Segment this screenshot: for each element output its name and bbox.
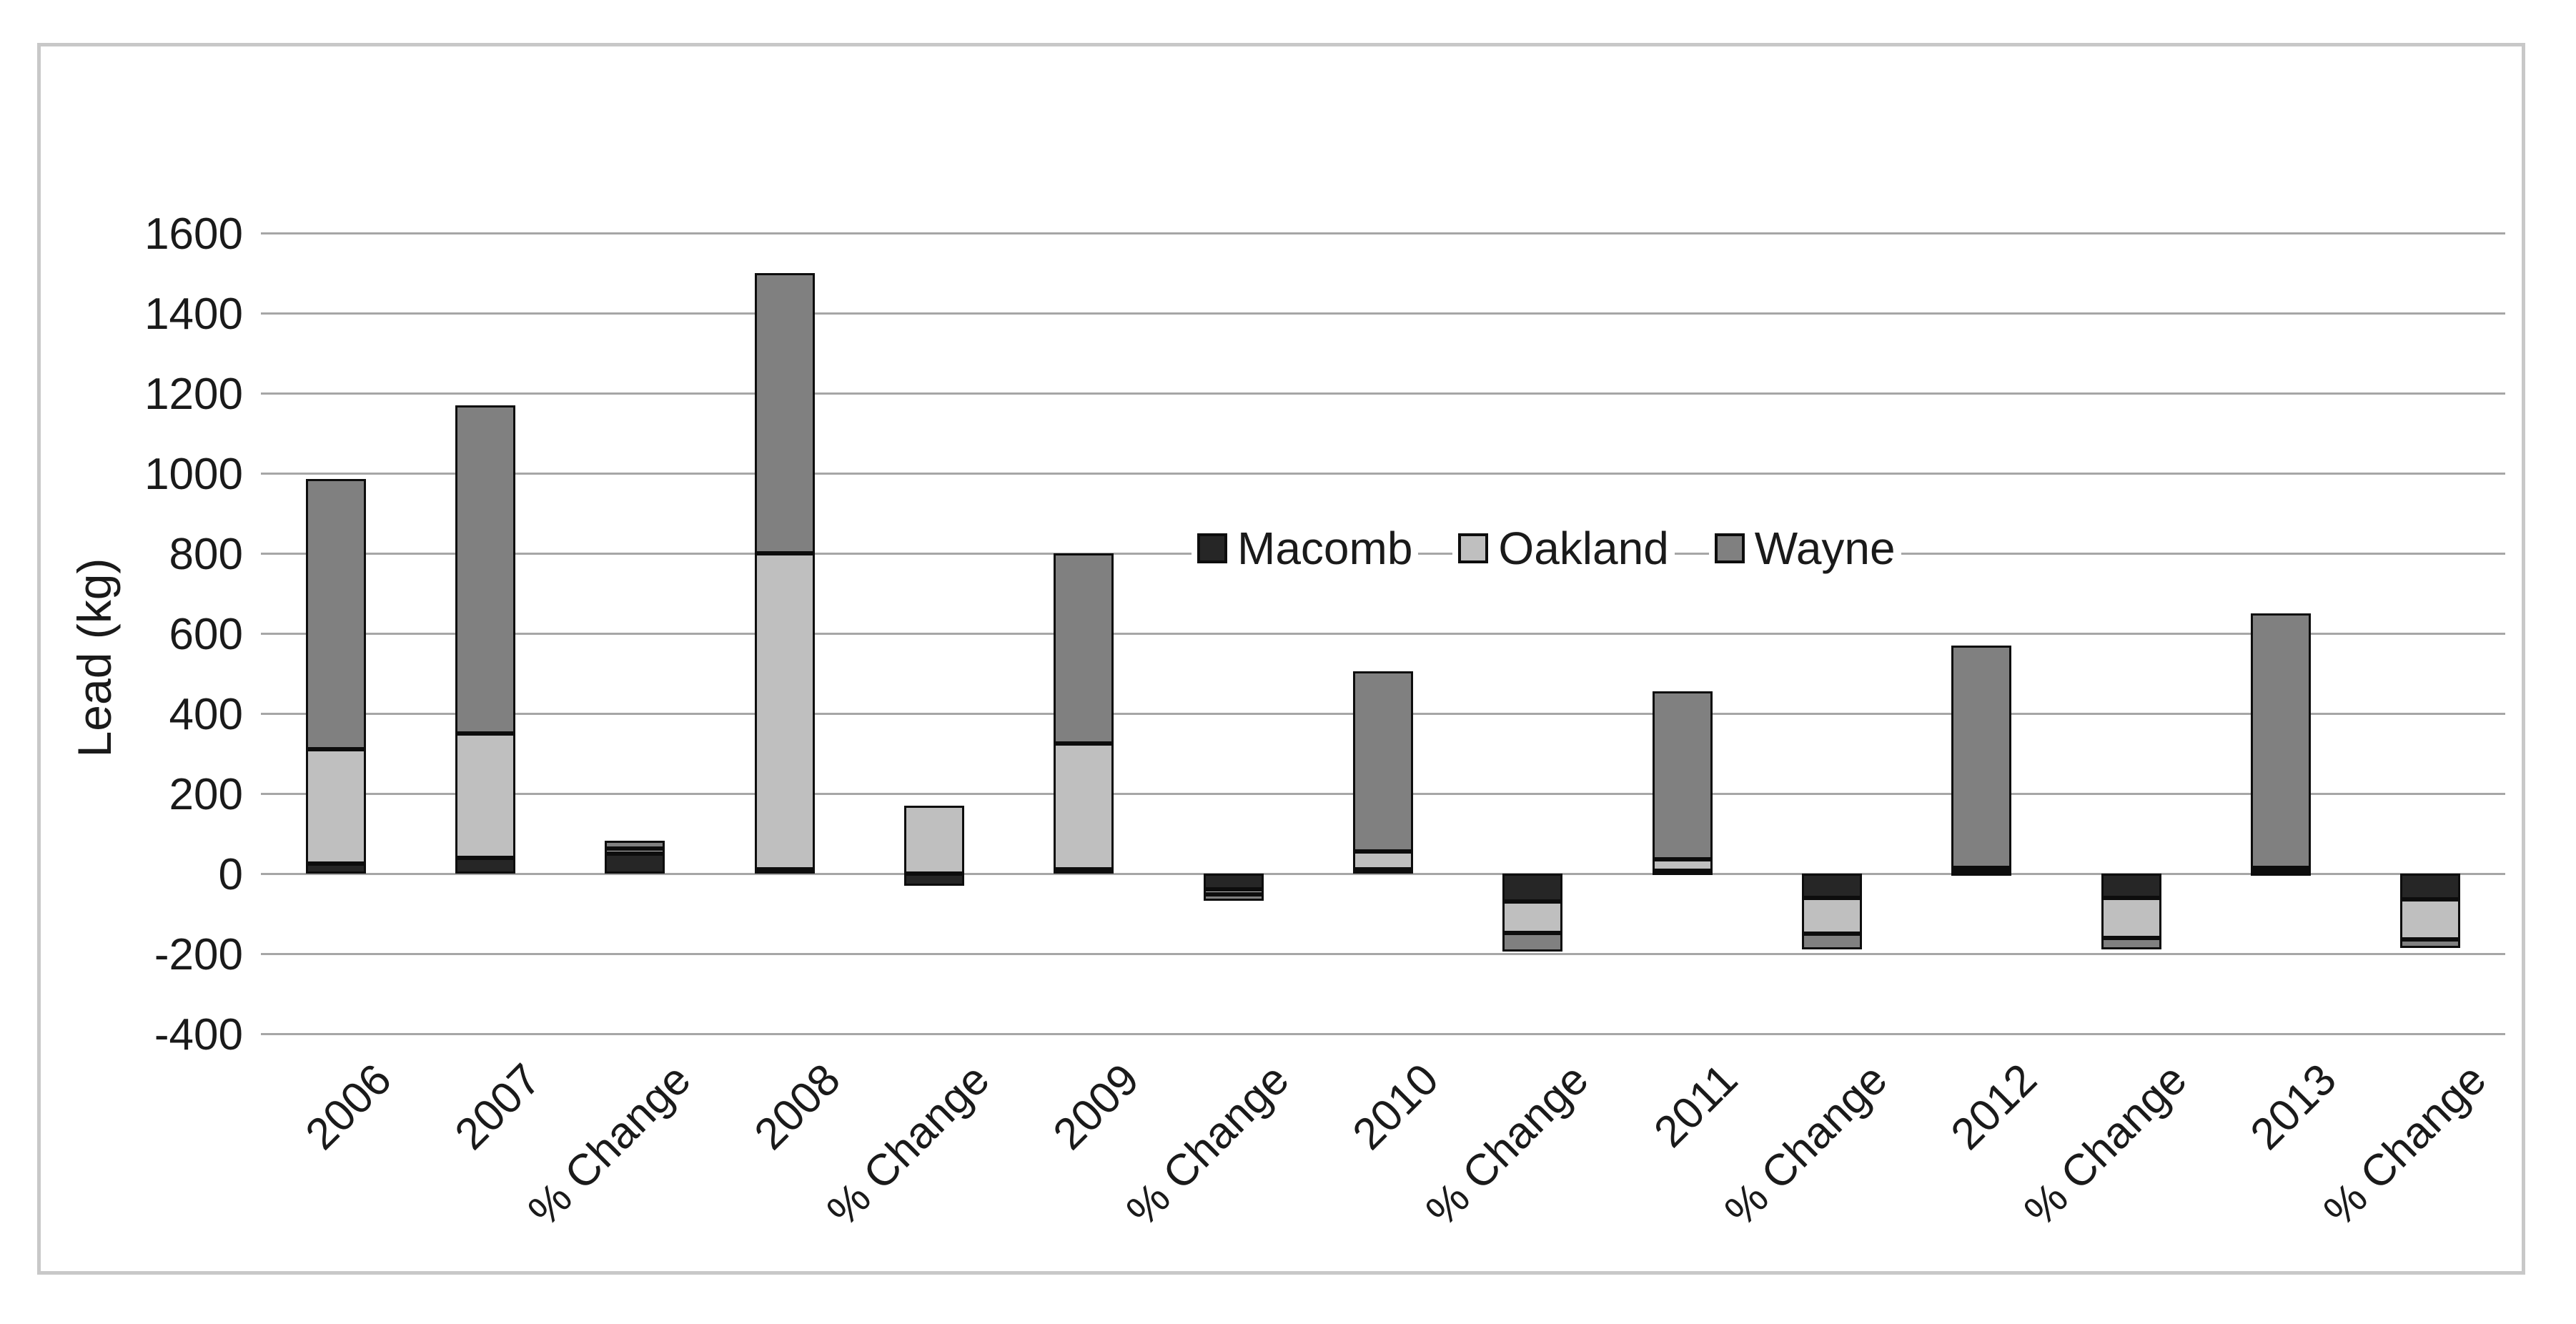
y-axis-tick-label: 200 (169, 770, 243, 819)
gridline (261, 312, 2505, 315)
bar-segment-macomb--change-12 (2101, 874, 2161, 898)
bar-segment-macomb-2009-5 (1054, 869, 1114, 874)
bar-segment-oakland-2012-11 (1951, 867, 2012, 872)
bar-segment-macomb--change-4 (904, 874, 964, 886)
gridline (261, 633, 2505, 635)
bar-segment-macomb-2012-11 (1951, 871, 2012, 876)
legend-swatch-oakland (1458, 533, 1489, 563)
bar-segment-wayne-2006-0 (305, 479, 366, 750)
bar-segment-wayne--change-10 (1802, 934, 1862, 950)
bar-segment-wayne--change-2 (605, 841, 665, 849)
bar-segment-wayne-2007-1 (455, 405, 515, 733)
y-axis-title: Lead (kg) (68, 558, 121, 758)
gridline (261, 873, 2505, 875)
bar-segment-wayne-2010-7 (1353, 671, 1413, 852)
bar-segment-wayne-2013-13 (2251, 613, 2311, 868)
bar-segment-wayne-2012-11 (1951, 645, 2012, 868)
legend-swatch-macomb (1197, 533, 1227, 563)
bar-segment-oakland-2009-5 (1054, 743, 1114, 870)
bar-segment-macomb-2011-9 (1652, 870, 1713, 875)
y-axis-tick-label: 1600 (144, 209, 243, 259)
bar-segment-macomb--change-8 (1502, 874, 1563, 902)
legend-item-macomb: Macomb (1192, 523, 1419, 574)
legend-label: Wayne (1754, 523, 1896, 574)
bar-segment-wayne-2011-9 (1652, 691, 1713, 860)
bar-segment-macomb--change-6 (1203, 874, 1264, 890)
bar-segment-oakland-2011-9 (1652, 859, 1713, 871)
gridline (261, 232, 2505, 234)
gridline (261, 1033, 2505, 1035)
bar-segment-wayne--change-12 (2101, 937, 2161, 950)
bar-segment-oakland--change-10 (1802, 897, 1862, 934)
bar-segment-macomb-2008-3 (754, 869, 815, 874)
bar-segment-macomb-2010-7 (1353, 869, 1413, 874)
bar-segment-oakland--change-8 (1502, 901, 1563, 933)
y-axis-tick-label: 600 (169, 610, 243, 659)
bar-segment-macomb-2013-13 (2251, 871, 2311, 876)
gridline (261, 953, 2505, 955)
bar-segment-oakland-2008-3 (754, 553, 815, 870)
bar-segment-wayne-2009-5 (1054, 553, 1114, 743)
bar-segment-wayne--change-14 (2400, 939, 2461, 948)
bar-segment-oakland--change-2 (605, 849, 665, 854)
y-axis-tick-label: 1200 (144, 370, 243, 419)
y-axis-tick-label: 1000 (144, 450, 243, 499)
bar-segment-wayne--change-8 (1502, 932, 1563, 952)
bar-segment-oakland--change-6 (1203, 889, 1264, 895)
bar-segment-macomb-2006-0 (305, 864, 366, 874)
bar-segment-macomb--change-10 (1802, 874, 1862, 898)
y-axis-tick-label: -200 (154, 930, 243, 979)
bar-segment-oakland--change-14 (2400, 899, 2461, 940)
bar-segment-macomb-2007-1 (455, 857, 515, 874)
bar-segment-oakland-2007-1 (455, 733, 515, 858)
legend-label: Oakland (1498, 523, 1669, 574)
chart-frame (37, 43, 2525, 1275)
y-axis-tick-label: 800 (169, 530, 243, 579)
legend-item-wayne: Wayne (1708, 523, 1901, 574)
bar-segment-wayne--change-6 (1203, 894, 1264, 901)
bar-segment-macomb--change-2 (605, 854, 665, 874)
bar-segment-oakland-2010-7 (1353, 851, 1413, 870)
legend-item-oakland: Oakland (1452, 523, 1675, 574)
legend: Macomb Oakland Wayne (1192, 523, 1901, 574)
bar-segment-macomb--change-14 (2400, 874, 2461, 900)
bar-segment-oakland--change-12 (2101, 897, 2161, 938)
gridline (261, 392, 2505, 395)
bar-segment-oakland--change-4 (904, 805, 964, 874)
legend-label: Macomb (1237, 523, 1413, 574)
gridline (261, 473, 2505, 475)
bar-segment-oakland-2013-13 (2251, 867, 2311, 872)
y-axis-tick-label: 0 (218, 850, 243, 899)
bar-segment-oakland-2006-0 (305, 749, 366, 864)
bar-segment-wayne-2008-3 (754, 273, 815, 553)
y-axis-tick-label: -400 (154, 1010, 243, 1059)
y-axis-tick-label: 1400 (144, 290, 243, 339)
legend-swatch-wayne (1714, 533, 1745, 563)
y-axis-tick-label: 400 (169, 690, 243, 739)
